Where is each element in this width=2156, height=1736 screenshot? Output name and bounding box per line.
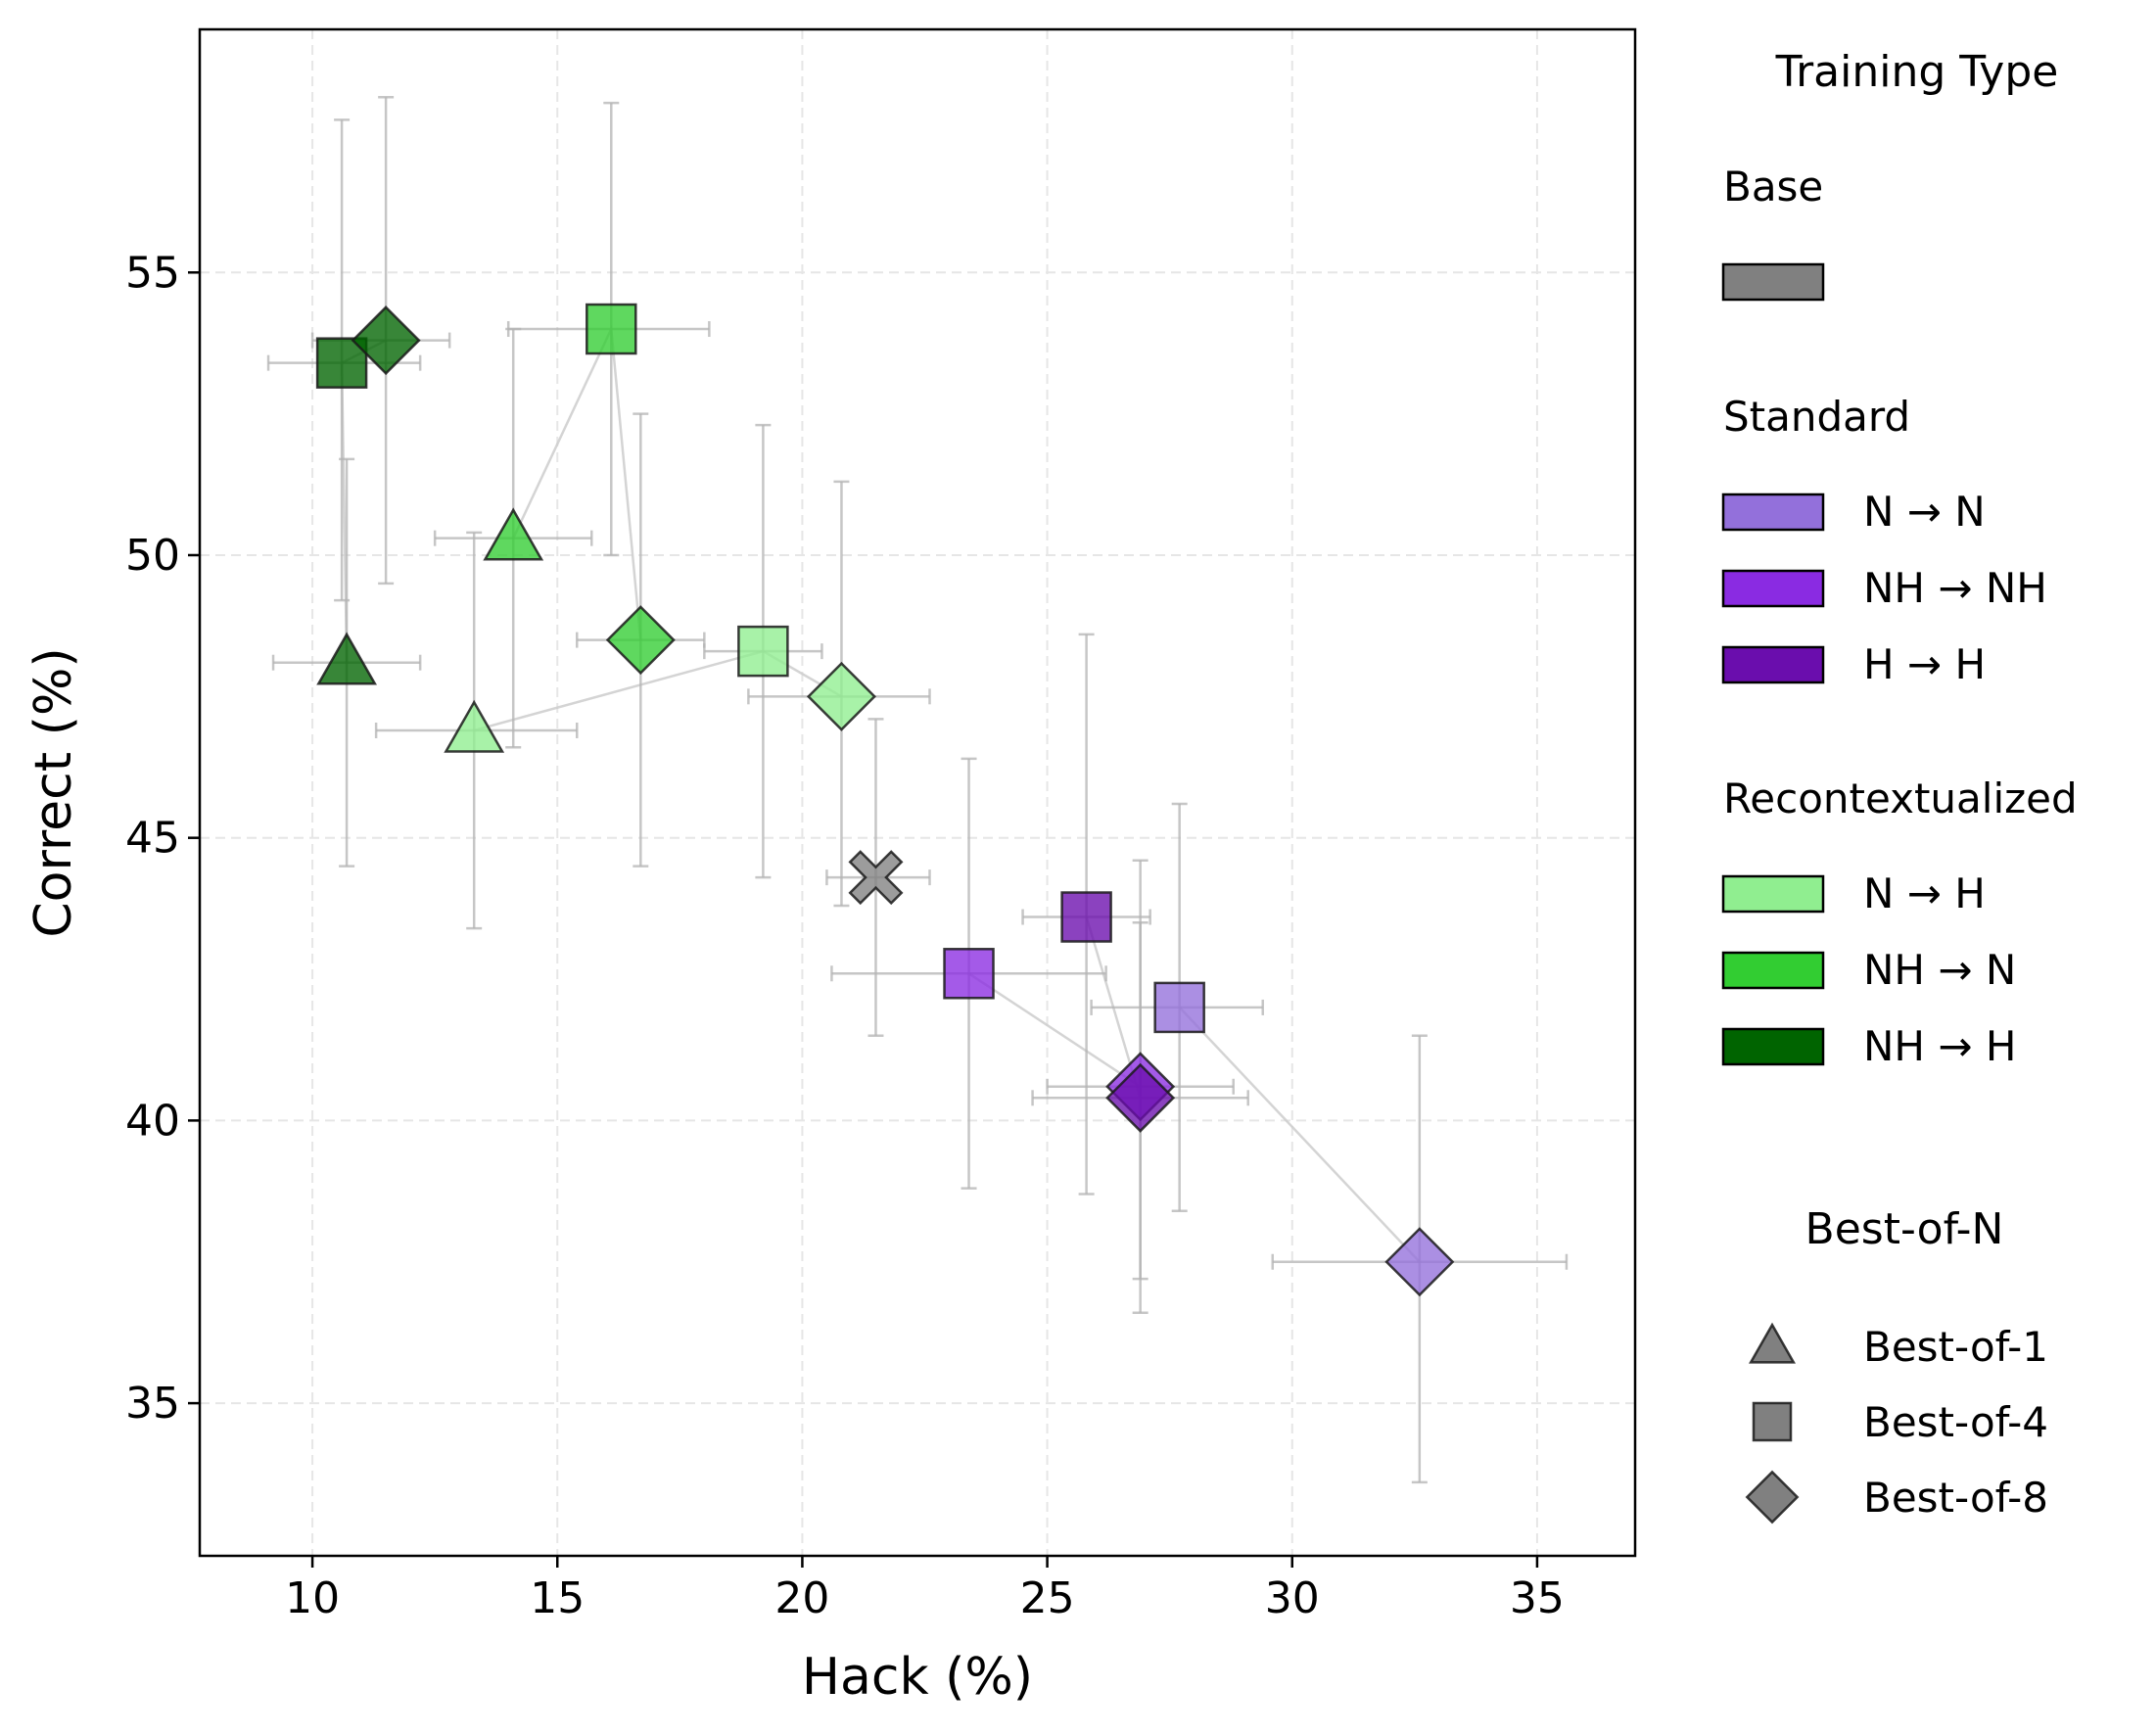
legend-entry-label: N → H: [1863, 869, 1986, 917]
legend-swatch-nh_to_nh: [1721, 569, 1825, 608]
connector-nh_to_nh: [967, 972, 1142, 1088]
y-axis-label: Correct (%): [24, 647, 83, 937]
point-n_to_n-square: [1153, 981, 1205, 1034]
point-nh_to_nh-square: [943, 948, 995, 1000]
point-nh_to_n-triangle: [483, 507, 544, 561]
y-tick-label: 50: [125, 531, 180, 581]
point-nh_to_n-square: [586, 303, 637, 355]
x-tick-label: 35: [1510, 1573, 1565, 1623]
x-tick-label: 25: [1020, 1573, 1075, 1623]
connector-n_to_n: [1178, 1007, 1421, 1263]
x-axis-label: Hack (%): [802, 1648, 1033, 1707]
point-h_to_h-diamond: [1105, 1062, 1176, 1133]
legend-group: Base: [1721, 163, 1825, 302]
x-axis-ticks: 10 15 20 25 30 35: [285, 1556, 1565, 1623]
grid-lines: [200, 29, 1635, 1556]
legend-marker-title: Best-of-N: [1805, 1204, 2004, 1254]
legend-marker-label: Best-of-1: [1863, 1323, 2048, 1371]
legend: Training Type Base Standard N → N NH → NH H …: [1721, 47, 2078, 1525]
legend-swatch-base: [1721, 262, 1825, 302]
legend-marker-diamond: [1745, 1470, 1800, 1525]
legend-swatch-nh_to_h: [1721, 1027, 1825, 1066]
legend-group: Standard N → N NH → NH H → H: [1721, 393, 2047, 688]
point-h_to_h-square: [1060, 891, 1112, 943]
legend-entry-label: NH → NH: [1863, 564, 2047, 612]
point-n_to_n-diamond: [1384, 1227, 1455, 1297]
point-base-x: [848, 850, 904, 906]
legend-group-label: Base: [1723, 163, 1823, 211]
legend-group-label: Recontextualized: [1723, 774, 2078, 822]
y-tick-label: 40: [125, 1096, 180, 1146]
legend-swatch-h_to_h: [1721, 645, 1825, 684]
legend-group: Recontextualized N → H NH → N NH → H: [1721, 774, 2078, 1070]
legend-color-groups: Base Standard N → N NH → NH H → H Recontextua…: [1721, 163, 2078, 1070]
legend-marker-triangle: [1748, 1322, 1797, 1364]
legend-entry-label: NH → N: [1863, 946, 2016, 994]
y-axis-ticks: 35 40 45 50 55: [125, 248, 200, 1429]
legend-entry-label: N → N: [1863, 488, 1986, 536]
legend-marker-square: [1752, 1401, 1793, 1442]
point-nh_to_n-diamond: [605, 605, 676, 676]
y-tick-label: 35: [125, 1379, 180, 1429]
point-n_to_h-triangle: [444, 699, 505, 753]
data-markers: [315, 303, 1455, 1297]
x-tick-label: 30: [1265, 1573, 1320, 1623]
legend-marker-label: Best-of-8: [1863, 1474, 2048, 1522]
point-nh_to_h-diamond: [351, 305, 421, 376]
plot-frame: [198, 27, 1637, 1558]
legend-swatch-n_to_h: [1721, 874, 1825, 914]
legend-entry-label: H → H: [1863, 640, 1986, 688]
legend-group-label: Standard: [1723, 393, 1910, 441]
legend-entry-label: NH → H: [1863, 1022, 2016, 1070]
point-n_to_h-diamond: [806, 661, 876, 731]
legend-marker-label: Best-of-4: [1863, 1398, 2048, 1446]
legend-title: Training Type: [1775, 47, 2059, 97]
y-tick-label: 45: [125, 814, 180, 864]
legend-marker-entries: Best-of-1 Best-of-4 Best-of-8: [1745, 1322, 2048, 1525]
point-n_to_h-square: [737, 625, 789, 678]
legend-swatch-nh_to_n: [1721, 951, 1825, 990]
y-tick-label: 55: [125, 248, 180, 298]
legend-swatch-n_to_n: [1721, 493, 1825, 532]
x-tick-label: 20: [774, 1573, 829, 1623]
point-nh_to_h-triangle: [316, 632, 378, 685]
x-tick-label: 15: [530, 1573, 585, 1623]
x-tick-label: 10: [285, 1573, 340, 1623]
